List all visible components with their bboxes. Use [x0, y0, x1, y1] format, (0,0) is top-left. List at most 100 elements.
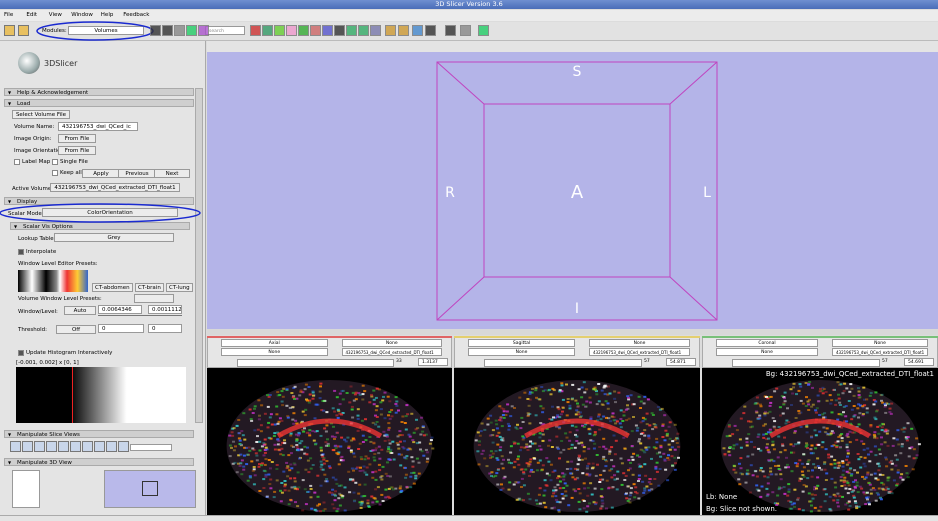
menu-item[interactable]: Window — [71, 12, 93, 18]
slice-icon[interactable] — [70, 441, 81, 452]
menu-item[interactable]: Edit — [26, 12, 38, 18]
slice-icon[interactable] — [106, 441, 117, 452]
toolbar-icon[interactable] — [398, 25, 409, 36]
section-header[interactable]: Scalar Vis Options — [10, 222, 190, 231]
label-select[interactable]: None — [221, 348, 328, 356]
scrollbar[interactable] — [195, 88, 203, 423]
toolbar-icon[interactable] — [385, 25, 396, 36]
menu-item[interactable]: View — [48, 12, 62, 18]
histogram[interactable] — [16, 367, 186, 423]
menu-item[interactable]: Feedback — [123, 12, 150, 18]
slice-icon[interactable] — [58, 441, 69, 452]
toolbar-icon[interactable] — [250, 25, 261, 36]
foreground-select[interactable]: None — [832, 339, 928, 347]
origin-select[interactable]: From File — [58, 134, 96, 143]
slice-value[interactable]: 54.691 — [904, 358, 934, 366]
apply-button[interactable]: Apply — [82, 169, 120, 178]
orientation-select[interactable]: Sagittal — [468, 339, 575, 347]
scalar-mode-select[interactable]: ColorOrientation — [42, 208, 178, 217]
lookup-select[interactable]: Grey — [54, 233, 174, 242]
level-field[interactable]: 0.0011112 — [148, 305, 182, 314]
toolbar-icon[interactable] — [412, 25, 423, 36]
slice-slider[interactable] — [237, 359, 394, 367]
slice-image[interactable] — [702, 368, 938, 515]
preset-button[interactable]: CT-brain — [135, 283, 164, 292]
label-select[interactable]: None — [468, 348, 575, 356]
toolbar-icon[interactable] — [4, 25, 15, 36]
foreground-select[interactable]: None — [341, 339, 442, 347]
section-header[interactable]: Display — [4, 197, 194, 206]
active-volume-select[interactable]: 432196753_dwi_QCed_extracted_DTI_float1 — [50, 183, 180, 192]
toolbar-icon[interactable] — [174, 25, 185, 36]
toolbar-icon[interactable] — [445, 25, 456, 36]
window-field[interactable]: 0.0064346 — [98, 305, 142, 314]
orientation-widget[interactable] — [12, 470, 40, 508]
section-header[interactable]: Manipulate 3D View — [4, 458, 194, 467]
module-select[interactable]: Volumes — [68, 26, 144, 35]
preset-button[interactable]: CT-abdomen — [92, 283, 133, 292]
checkbox[interactable] — [14, 159, 20, 165]
toolbar-icon[interactable] — [346, 25, 357, 36]
toolbar-icon[interactable] — [460, 25, 471, 36]
toolbar-icon[interactable] — [425, 25, 436, 36]
slice-image[interactable] — [207, 368, 452, 515]
toolbar-icon[interactable] — [198, 25, 209, 36]
checkbox[interactable] — [52, 159, 58, 165]
threshold-select[interactable]: Off — [56, 325, 96, 334]
search-field[interactable]: search modules — [205, 26, 245, 35]
toolbar-icon[interactable] — [162, 25, 173, 36]
toolbar-icon[interactable] — [286, 25, 297, 36]
orientation-select[interactable]: Axial — [221, 339, 328, 347]
toolbar-icon[interactable] — [150, 25, 161, 36]
toolbar-icon[interactable] — [322, 25, 333, 36]
toolbar-icon[interactable] — [262, 25, 273, 36]
toolbar-icon[interactable] — [186, 25, 197, 36]
splitter[interactable] — [207, 329, 938, 335]
view-thumbnail[interactable] — [104, 470, 196, 508]
toolbar-icon[interactable] — [478, 25, 489, 36]
toolbar-icon[interactable] — [298, 25, 309, 36]
foreground-select[interactable]: None — [589, 339, 690, 347]
preset-button[interactable]: CT-lung — [166, 283, 193, 292]
background-select[interactable]: 432196753_dwi_QCed_extracted_DTI_float1 — [589, 348, 690, 356]
checkbox[interactable] — [18, 249, 24, 255]
label-select[interactable]: None — [716, 348, 818, 356]
orientation-select[interactable]: Coronal — [716, 339, 818, 347]
slice-icon[interactable] — [94, 441, 105, 452]
threshold-low[interactable]: 0 — [98, 324, 144, 333]
slice-slider[interactable] — [732, 359, 880, 367]
toolbar-icon[interactable] — [370, 25, 381, 36]
volume-name[interactable]: 432196753_dwi_QCed_ic — [58, 122, 138, 131]
slice-icon[interactable] — [82, 441, 93, 452]
toolbar-icon[interactable] — [334, 25, 345, 36]
background-select[interactable]: 432196753_dwi_QCed_extracted_DTI_float1 — [832, 348, 928, 356]
slider-track[interactable] — [98, 315, 182, 316]
section-header[interactable]: Help & Acknowledgement — [4, 88, 194, 97]
slice-icon[interactable] — [34, 441, 45, 452]
next-button[interactable]: Next — [154, 169, 190, 178]
threshold-high[interactable]: 0 — [148, 324, 182, 333]
section-header[interactable]: Load — [4, 99, 194, 108]
checkbox[interactable] — [52, 170, 58, 176]
menu-item[interactable]: Help — [100, 12, 114, 18]
slice-icon[interactable] — [22, 441, 33, 452]
toolbar-icon[interactable] — [358, 25, 369, 36]
menu-item[interactable]: File — [4, 12, 14, 18]
slice-icon[interactable] — [118, 441, 129, 452]
preset-select[interactable] — [134, 294, 174, 303]
wl-mode-select[interactable]: Auto — [64, 306, 96, 315]
slice-icon[interactable] — [46, 441, 57, 452]
checkbox[interactable] — [18, 350, 24, 356]
slice-slider[interactable] — [484, 359, 642, 367]
slice-image[interactable] — [454, 368, 700, 515]
toolbar-icon[interactable] — [310, 25, 321, 36]
orientation-select[interactable]: From File — [58, 146, 96, 155]
slice-icon[interactable] — [10, 441, 21, 452]
slice-value[interactable]: 1.3137 — [418, 358, 448, 366]
toolbar-icon[interactable] — [18, 25, 29, 36]
background-select[interactable]: 432196753_dwi_QCed_extracted_DTI_float1 — [341, 348, 442, 356]
toolbar-icon[interactable] — [274, 25, 285, 36]
slice-value[interactable]: 54.871 — [666, 358, 696, 366]
previous-button[interactable]: Previous — [118, 169, 156, 178]
section-header[interactable]: Manipulate Slice Views — [4, 430, 194, 439]
